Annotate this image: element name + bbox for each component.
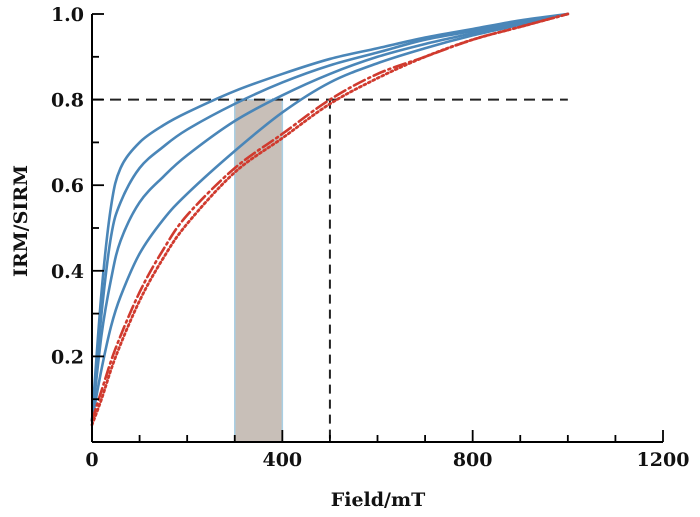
y-tick-label: 1.0 xyxy=(51,4,84,26)
y-tick-label: 0.6 xyxy=(51,175,84,197)
x-tick-label: 1200 xyxy=(637,449,690,471)
series-blue-1 xyxy=(90,12,570,422)
series-blue-3 xyxy=(90,12,570,422)
y-tick-label: 0.2 xyxy=(51,346,84,368)
y-axis-title: IRM/SIRM xyxy=(10,165,32,277)
y-ticks: 0.2 0.4 0.6 0.8 1.0 xyxy=(51,4,104,401)
shaded-band xyxy=(234,98,284,443)
series-blue-2 xyxy=(90,12,570,422)
series-layer xyxy=(90,12,570,427)
x-ticks: 0 400 800 1200 xyxy=(85,430,689,471)
x-tick-label: 400 xyxy=(262,449,302,471)
series-blue-4 xyxy=(90,12,570,422)
series-red-dotted xyxy=(90,12,570,427)
y-tick-label: 0.8 xyxy=(51,90,84,112)
x-axis-title: Field/mT xyxy=(331,489,425,511)
x-tick-label: 800 xyxy=(453,449,493,471)
x-tick-label: 0 xyxy=(85,449,98,471)
y-tick-label: 0.4 xyxy=(51,261,84,283)
